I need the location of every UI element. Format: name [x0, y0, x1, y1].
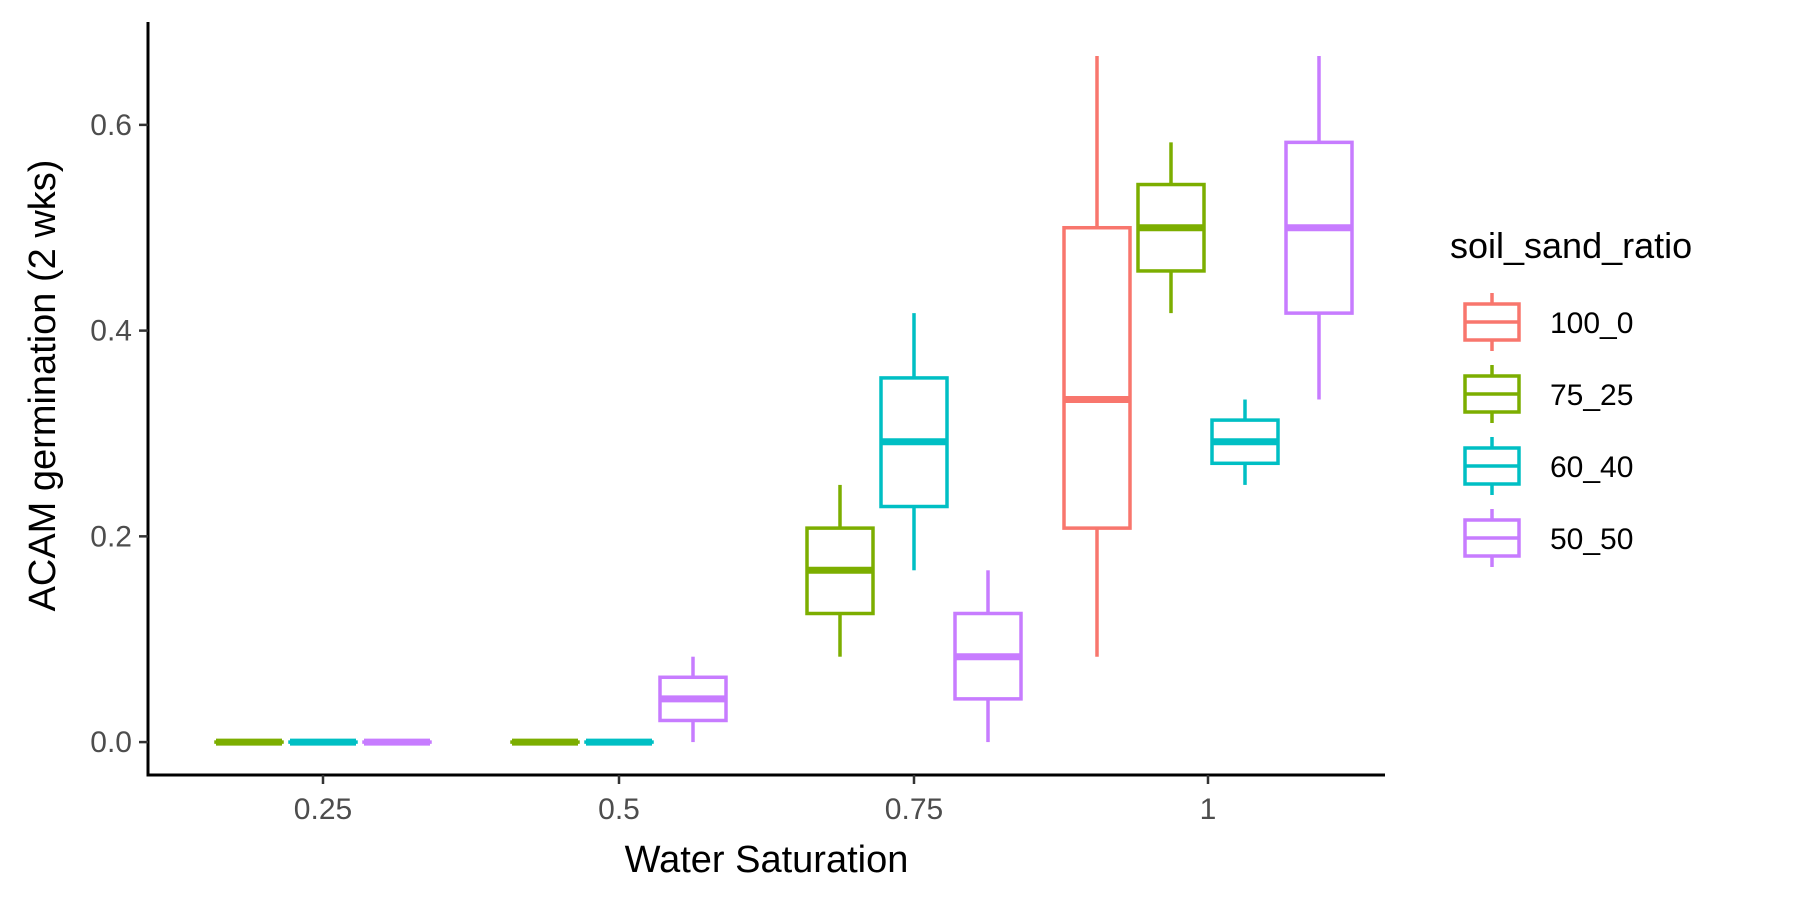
legend-item-60_40: 60_40	[1463, 437, 1633, 495]
legend-label: 60_40	[1550, 451, 1633, 484]
box-50_50-0.5	[658, 656, 728, 743]
x-tick-label: 1	[1200, 793, 1217, 826]
legend-label: 100_0	[1550, 307, 1633, 340]
legend-item-75_25: 75_25	[1463, 365, 1633, 423]
box-body	[1062, 225, 1132, 530]
legend: soil_sand_ratio 100_0 75_25 60_40 50_50	[1450, 225, 1692, 567]
box-50_50-1	[1284, 55, 1354, 400]
x-tick-label: 0.25	[294, 793, 352, 826]
axes: 0.0 0.2 0.4 0.6 0.25 0.5 0.75 1	[90, 22, 1385, 826]
x-axis-title: Water Saturation	[625, 839, 909, 881]
legend-label: 50_50	[1550, 523, 1633, 556]
y-tick-label: 0.2	[90, 520, 132, 553]
legend-items: 100_0 75_25 60_40 50_50	[1463, 293, 1633, 567]
y-tick-label: 0.4	[90, 315, 132, 348]
y-tick-label: 0.6	[90, 109, 132, 142]
legend-item-50_50: 50_50	[1463, 509, 1633, 567]
box-50_50-0.75	[953, 570, 1023, 743]
x-ticks: 0.25 0.5 0.75 1	[294, 775, 1217, 826]
legend-title: soil_sand_ratio	[1450, 225, 1692, 266]
box-60_40-0.75	[879, 313, 949, 571]
box-75_25-1	[1136, 142, 1206, 314]
x-tick-label: 0.75	[885, 793, 943, 826]
box-60_40-1	[1210, 399, 1280, 485]
x-tick-label: 0.5	[598, 793, 640, 826]
box-75_25-0.75	[805, 484, 875, 657]
box-100_0-1	[1062, 55, 1132, 657]
y-axis-title: ACAM germination (2 wks)	[22, 160, 64, 612]
legend-label: 75_25	[1550, 379, 1633, 412]
plot-area	[214, 55, 1354, 746]
y-tick-label: 0.0	[90, 726, 132, 759]
y-ticks: 0.0 0.2 0.4 0.6	[90, 109, 148, 759]
legend-item-100_0: 100_0	[1463, 293, 1633, 351]
